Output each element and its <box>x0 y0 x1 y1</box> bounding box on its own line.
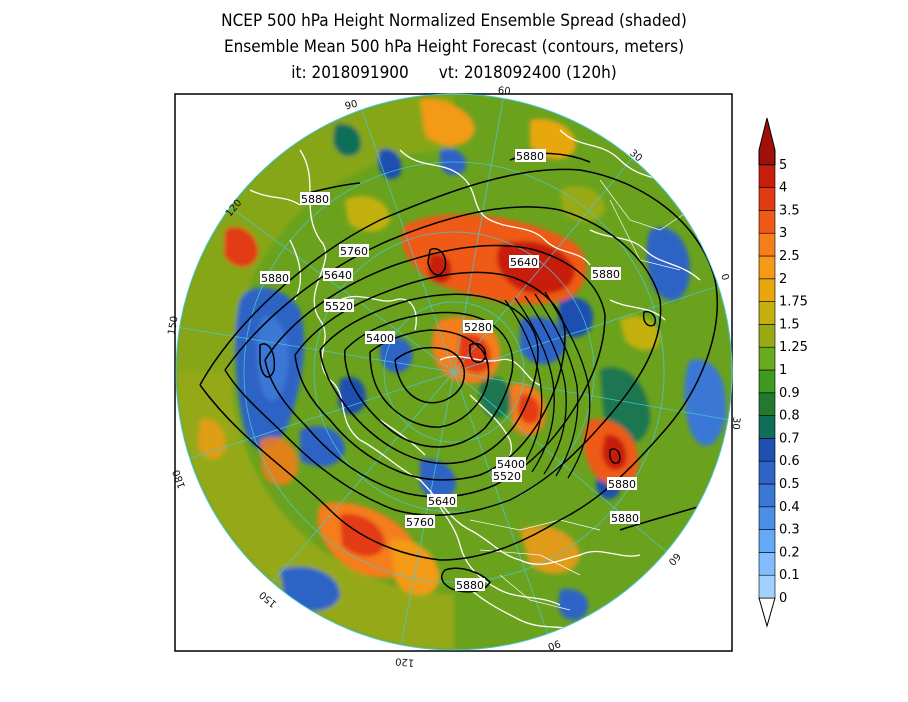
contour-label: 5760 <box>339 244 369 258</box>
colorbar-tick-label: 0.6 <box>779 454 800 469</box>
colorbar-tick-label: 0.1 <box>779 568 800 583</box>
contour-label: 5640 <box>509 255 539 269</box>
colorbar-swatch <box>758 301 776 325</box>
contour-label: 5520 <box>492 469 522 483</box>
map-boundary <box>175 93 733 651</box>
longitude-label: 90 <box>344 99 359 113</box>
svg-text:5520: 5520 <box>325 300 353 313</box>
colorbar-tick-label: 0.2 <box>779 545 800 560</box>
longitude-label: 60 <box>497 85 511 97</box>
title-line-3: it: 2018091900 vt: 2018092400 (120h) <box>0 62 908 84</box>
colorbar-tick-label: 0.3 <box>779 523 800 538</box>
contour-label: 5880 <box>515 149 545 163</box>
longitude-label: 150 <box>166 315 180 336</box>
colorbar-tick-label: 3 <box>779 226 787 241</box>
svg-text:5880: 5880 <box>301 193 329 206</box>
svg-text:5880: 5880 <box>592 268 620 281</box>
longitude-label: 0 <box>718 272 730 281</box>
colorbar-swatch <box>758 552 776 576</box>
contour-label: 5880 <box>607 477 637 491</box>
colorbar-tick-label: 0.4 <box>779 500 800 515</box>
colorbar-swatch <box>758 232 776 257</box>
colorbar-swatch <box>758 506 776 530</box>
colorbar-tick-label: 3.5 <box>779 203 800 218</box>
colorbar-tick-label: 0.9 <box>779 386 800 401</box>
longitude-label: 90 <box>546 637 562 652</box>
svg-text:5400: 5400 <box>497 458 525 471</box>
svg-text:5880: 5880 <box>611 512 639 525</box>
svg-text:5880: 5880 <box>456 579 484 592</box>
contour-label: 5640 <box>323 268 353 282</box>
colorbar-tick-label: 2 <box>779 272 787 287</box>
colorbar-tick-label: 4 <box>779 181 787 196</box>
colorbar-swatch <box>758 483 776 508</box>
contour-label: 5880 <box>610 511 640 525</box>
colorbar-swatch <box>758 574 776 599</box>
colorbar-tick-label: 0.8 <box>779 409 800 424</box>
colorbar-swatch <box>758 324 776 348</box>
colorbar-swatch <box>758 278 776 302</box>
colorbar: 0 0.1 0.2 0.3 0.4 0.5 0.6 0.7 0.8 0.9 1 1.25 1.5 1.75… <box>758 117 808 628</box>
colorbar-swatch <box>758 460 776 485</box>
svg-text:5760: 5760 <box>406 516 434 529</box>
colorbar-swatch <box>758 438 776 462</box>
colorbar-swatch <box>758 392 776 416</box>
colorbar-swatch <box>758 164 776 188</box>
contour-label: 5880 <box>260 271 290 285</box>
colorbar-tick-label: 1.25 <box>779 340 808 355</box>
longitude-label: 120 <box>395 655 415 668</box>
colorbar-swatch <box>758 346 776 371</box>
svg-text:5640: 5640 <box>324 269 352 282</box>
contour-label: 5760 <box>405 515 435 529</box>
valid-time: vt: 2018092400 (120h) <box>438 63 617 83</box>
colorbar-tick-label: 0.5 <box>779 477 800 492</box>
svg-text:5400: 5400 <box>366 332 394 345</box>
colorbar-swatch <box>758 415 776 439</box>
colorbar-tick-label: 0.7 <box>779 431 800 446</box>
colorbar-tick-label: 1.75 <box>779 295 808 310</box>
colorbar-tick-label: 2.5 <box>779 249 800 264</box>
init-time: it: 2018091900 <box>291 63 409 83</box>
longitude-label: 30 <box>729 416 741 430</box>
colorbar-tick-label: 1.5 <box>779 317 800 332</box>
contour-label: 5280 <box>463 320 493 334</box>
colorbar-upper-arrow <box>758 117 776 166</box>
contour-labels: 5880588058805880576056405520540056405880… <box>260 149 640 592</box>
svg-text:5640: 5640 <box>428 495 456 508</box>
contour-label: 5880 <box>455 578 485 592</box>
svg-text:5520: 5520 <box>493 470 521 483</box>
title-line-2: Ensemble Mean 500 hPa Height Forecast (c… <box>223 37 685 57</box>
colorbar-tick-label: 5 <box>779 158 787 173</box>
svg-text:5880: 5880 <box>608 478 636 491</box>
contour-label: 5640 <box>427 494 457 508</box>
colorbar-swatch <box>758 187 776 211</box>
contour-label: 5520 <box>324 299 354 313</box>
colorbar-swatch <box>758 255 776 280</box>
colorbar-swatch <box>758 369 776 394</box>
colorbar-swatch <box>758 210 776 234</box>
contour-label: 5400 <box>496 457 526 471</box>
title-line-1: NCEP 500 hPa Height Normalized Ensemble … <box>221 11 687 31</box>
svg-text:5880: 5880 <box>516 150 544 163</box>
contour-label: 5880 <box>591 267 621 281</box>
svg-text:5760: 5760 <box>340 245 368 258</box>
colorbar-tick-label: 0 <box>779 591 787 606</box>
svg-text:5640: 5640 <box>510 256 538 269</box>
contour-label: 5880 <box>300 192 330 206</box>
colorbar-swatch <box>758 529 776 553</box>
contour-label: 5400 <box>365 331 395 345</box>
colorbar-tick-label: 1 <box>779 363 787 378</box>
svg-text:5880: 5880 <box>261 272 289 285</box>
svg-text:5280: 5280 <box>464 321 492 334</box>
colorbar-lower-arrow <box>758 597 776 628</box>
spread-shading <box>176 94 732 650</box>
